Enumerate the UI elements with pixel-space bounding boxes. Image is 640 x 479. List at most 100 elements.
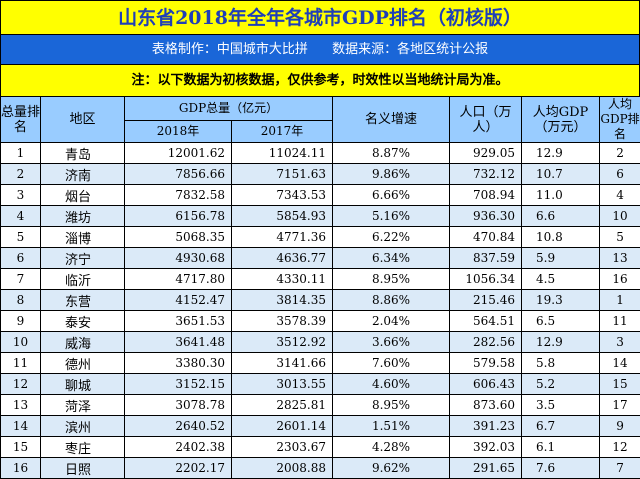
- gdp-2018-cell: 7832.58: [125, 185, 232, 206]
- data-source: 数据来源：各地区统计公报: [332, 42, 488, 57]
- gdp-2017-cell: 3814.35: [232, 290, 333, 311]
- population-cell: 936.30: [450, 206, 522, 227]
- region-cell: 滨州: [41, 416, 125, 437]
- gdp-2018-cell: 7856.66: [125, 164, 232, 185]
- gdp-2017-cell: 4771.36: [232, 227, 333, 248]
- per-capita-rank-cell: 6: [600, 164, 640, 185]
- population-cell: 391.23: [450, 416, 522, 437]
- gdp-2017-cell: 2825.81: [232, 395, 333, 416]
- header-year-2018: 2018年: [125, 121, 232, 143]
- rank-cell: 2: [1, 164, 41, 185]
- gdp-2018-cell: 2202.17: [125, 458, 232, 479]
- growth-cell: 9.62%: [333, 458, 450, 479]
- growth-cell: 8.95%: [333, 395, 450, 416]
- header-year-2017: 2017年: [232, 121, 333, 143]
- growth-cell: 8.87%: [333, 143, 450, 164]
- rank-cell: 7: [1, 269, 41, 290]
- per-capita-rank-cell: 10: [600, 206, 640, 227]
- population-cell: 564.51: [450, 311, 522, 332]
- gdp-2018-cell: 3651.53: [125, 311, 232, 332]
- sheet-title: 山东省2018年全年各城市GDP排名（初核版）: [0, 0, 640, 34]
- growth-cell: 6.22%: [333, 227, 450, 248]
- rank-cell: 16: [1, 458, 41, 479]
- per-capita-rank-cell: 17: [600, 395, 640, 416]
- rank-cell: 9: [1, 311, 41, 332]
- region-cell: 临沂: [41, 269, 125, 290]
- rank-cell: 12: [1, 374, 41, 395]
- gdp-2017-cell: 7151.63: [232, 164, 333, 185]
- per-capita-cell: 19.3: [522, 290, 600, 311]
- growth-cell: 4.28%: [333, 437, 450, 458]
- gdp-2017-cell: 4330.11: [232, 269, 333, 290]
- gdp-2017-cell: 2008.88: [232, 458, 333, 479]
- growth-cell: 5.16%: [333, 206, 450, 227]
- gdp-2018-cell: 12001.62: [125, 143, 232, 164]
- header-per-capita-rank: 人均GDP排名: [600, 97, 640, 143]
- per-capita-rank-cell: 15: [600, 374, 640, 395]
- region-cell: 东营: [41, 290, 125, 311]
- growth-cell: 9.86%: [333, 164, 450, 185]
- region-cell: 济南: [41, 164, 125, 185]
- rank-cell: 4: [1, 206, 41, 227]
- region-cell: 泰安: [41, 311, 125, 332]
- per-capita-rank-cell: 1: [600, 290, 640, 311]
- header-gdp-total: GDP总量（亿元）: [125, 97, 333, 121]
- header-growth: 名义增速: [333, 97, 450, 143]
- region-cell: 淄博: [41, 227, 125, 248]
- rank-cell: 8: [1, 290, 41, 311]
- gdp-2017-cell: 11024.11: [232, 143, 333, 164]
- per-capita-cell: 3.5: [522, 395, 600, 416]
- per-capita-rank-cell: 11: [600, 311, 640, 332]
- per-capita-rank-cell: 16: [600, 269, 640, 290]
- per-capita-rank-cell: 4: [600, 185, 640, 206]
- rank-cell: 10: [1, 332, 41, 353]
- gdp-2018-cell: 4152.47: [125, 290, 232, 311]
- info-bar: 表格制作：中国城市大比拼 数据来源：各地区统计公报: [0, 34, 640, 64]
- region-cell: 威海: [41, 332, 125, 353]
- per-capita-cell: 10.7: [522, 164, 600, 185]
- region-cell: 潍坊: [41, 206, 125, 227]
- per-capita-cell: 4.5: [522, 269, 600, 290]
- per-capita-cell: 10.8: [522, 227, 600, 248]
- per-capita-rank-cell: 2: [600, 143, 640, 164]
- region-cell: 烟台: [41, 185, 125, 206]
- per-capita-rank-cell: 13: [600, 248, 640, 269]
- rank-cell: 1: [1, 143, 41, 164]
- gdp-2017-cell: 7343.53: [232, 185, 333, 206]
- per-capita-cell: 5.8: [522, 353, 600, 374]
- gdp-2018-cell: 4930.68: [125, 248, 232, 269]
- gdp-table: 总量排名 地区 GDP总量（亿元） 名义增速 人口（万人） 人均GDP（万元） …: [0, 96, 640, 479]
- region-cell: 枣庄: [41, 437, 125, 458]
- per-capita-rank-cell: 3: [600, 332, 640, 353]
- growth-cell: 6.34%: [333, 248, 450, 269]
- region-cell: 德州: [41, 353, 125, 374]
- per-capita-rank-cell: 7: [600, 458, 640, 479]
- gdp-2018-cell: 2402.38: [125, 437, 232, 458]
- per-capita-cell: 5.2: [522, 374, 600, 395]
- population-cell: 282.56: [450, 332, 522, 353]
- population-cell: 1056.34: [450, 269, 522, 290]
- rank-cell: 14: [1, 416, 41, 437]
- population-cell: 291.65: [450, 458, 522, 479]
- rank-cell: 11: [1, 353, 41, 374]
- header-population: 人口（万人）: [450, 97, 522, 143]
- gdp-2018-cell: 3380.30: [125, 353, 232, 374]
- per-capita-cell: 11.0: [522, 185, 600, 206]
- per-capita-rank-cell: 14: [600, 353, 640, 374]
- population-cell: 470.84: [450, 227, 522, 248]
- growth-cell: 8.95%: [333, 269, 450, 290]
- gdp-2018-cell: 3078.78: [125, 395, 232, 416]
- growth-cell: 4.60%: [333, 374, 450, 395]
- per-capita-cell: 12.9: [522, 332, 600, 353]
- gdp-2017-cell: 3578.39: [232, 311, 333, 332]
